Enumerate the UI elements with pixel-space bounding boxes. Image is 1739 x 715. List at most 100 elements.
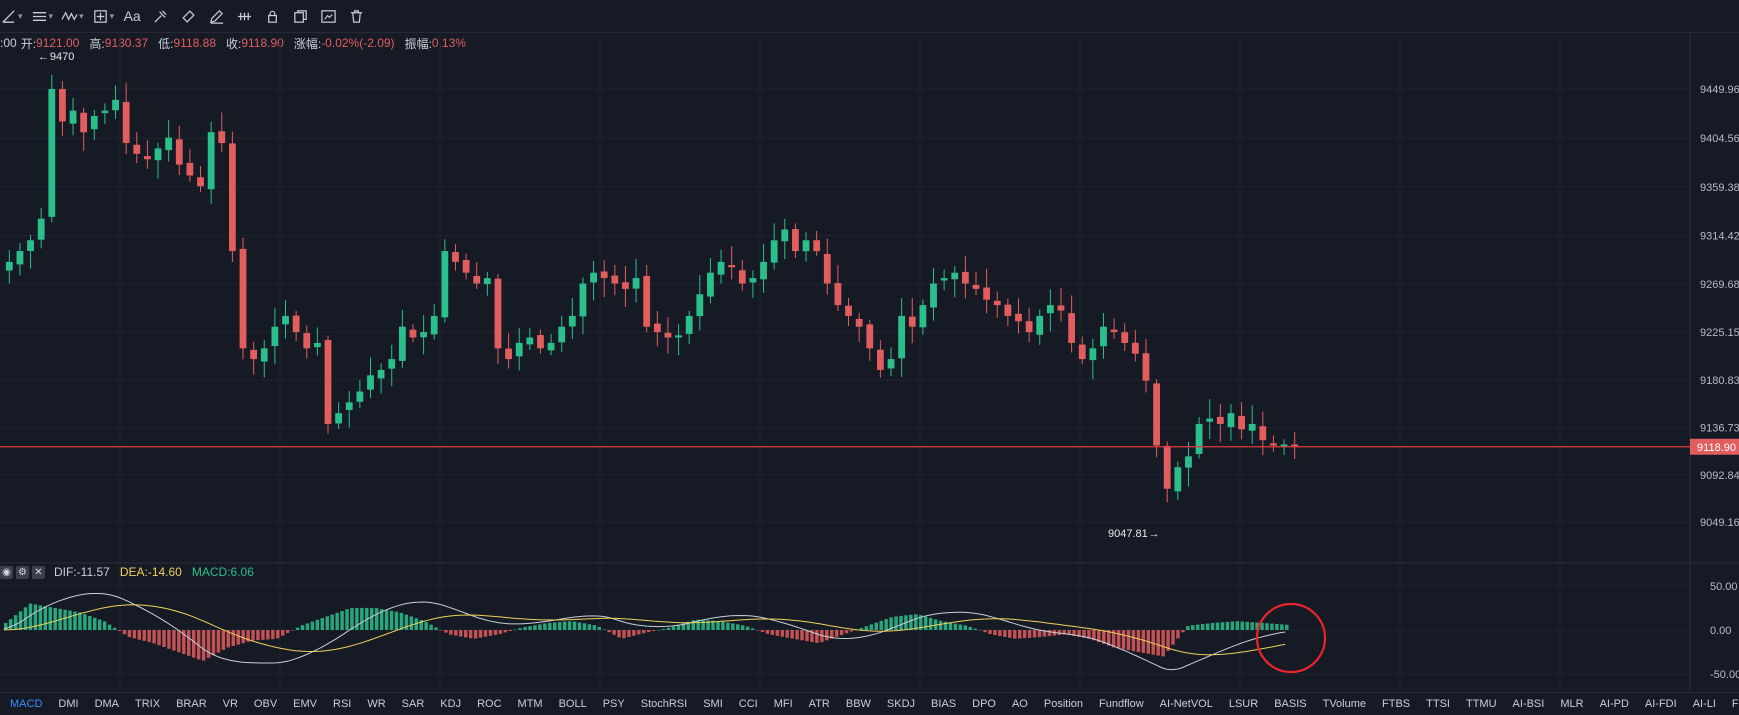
indicator-tab-fundflow[interactable]: Fundflow [1099, 698, 1144, 710]
indicator-tab-bbw[interactable]: BBW [845, 698, 871, 710]
indicator-tab-boll[interactable]: BOLL [558, 698, 587, 710]
candle-body [1100, 326, 1107, 347]
indicator-tab-ttmu[interactable]: TTMU [1465, 698, 1497, 710]
macd-bar [1077, 630, 1081, 637]
macd-bar [454, 630, 458, 636]
macd-bar [869, 624, 874, 630]
macd-bar [335, 612, 339, 630]
indicator-tab-rsi[interactable]: RSI [333, 698, 352, 710]
macd-bar [1240, 621, 1245, 630]
indicator-tab-ai-bsi[interactable]: AI-BSI [1512, 698, 1545, 710]
indicator-tab-atr[interactable]: ATR [808, 698, 830, 710]
indicator-tab-ai-netvol[interactable]: AI-NetVOL [1159, 698, 1213, 710]
horizontal-lines-tool[interactable]: ▾ [31, 2, 53, 30]
macd-legend: ◉ ⚙ ✕ DIF:-11.57 DEA:-14.60 MACD:6.06 [0, 563, 254, 581]
indicator-tab-smi[interactable]: SMI [703, 698, 723, 710]
measure-tool[interactable]: ▾ [92, 2, 114, 30]
indicator-tab-position[interactable]: Position [1043, 698, 1084, 710]
indicator-tab-vr[interactable]: VR [222, 698, 238, 710]
indicator-tabs: MACD DMI DMA TRIX BRAR VR OBV EMV RSI WR SAR KDJ ROC… [0, 692, 1739, 715]
close-icon[interactable]: ✕ [32, 565, 45, 579]
brush-tool[interactable] [150, 2, 170, 30]
indicator-tab-kdj[interactable]: KDJ [440, 698, 462, 710]
high-label: 高: [89, 36, 105, 51]
indicator-tab-dpo[interactable]: DPO [972, 698, 996, 710]
indicator-tab-mfi[interactable]: MFI [773, 698, 793, 710]
candle-body [1068, 313, 1076, 343]
macd-bar [800, 630, 804, 641]
indicator-tab-sar[interactable]: SAR [401, 698, 425, 710]
indicator-tab-dmi[interactable]: DMI [58, 698, 79, 710]
macd-bar [968, 626, 972, 630]
macd-bar [879, 620, 883, 630]
macd-bar [295, 627, 300, 630]
candle-body [792, 229, 799, 252]
indicator-tab-ai-fdi[interactable]: AI-FDI [1644, 698, 1677, 710]
eraser-tool[interactable] [178, 2, 198, 30]
macd-bar [271, 630, 275, 640]
indicator-tab-stochrsi[interactable]: StochRSI [640, 698, 688, 710]
macd-bar [1255, 622, 1259, 630]
macd-bar [760, 630, 765, 632]
indicator-tab-trix[interactable]: TRIX [135, 698, 161, 710]
indicator-tab-obv[interactable]: OBV [253, 698, 278, 710]
candle-body [1227, 413, 1235, 428]
delete-tool[interactable] [346, 2, 366, 30]
indicator-tab-emv[interactable]: EMV [293, 698, 317, 710]
macd-bar [528, 626, 532, 630]
indicator-tab-fr[interactable]: FR [1731, 698, 1739, 710]
visibility-toggle-icon[interactable]: ◉ [0, 565, 13, 579]
macd-bar [1186, 626, 1190, 630]
indicator-tab-mtm[interactable]: MTM [517, 698, 543, 710]
settings-icon[interactable]: ⚙ [16, 565, 29, 579]
trend-line-tool[interactable]: ▾ [0, 2, 23, 30]
copy-tool[interactable] [290, 2, 310, 30]
macd-bar [117, 630, 122, 631]
indicator-tab-ai-pd[interactable]: AI-PD [1599, 698, 1629, 710]
indicator-tab-macd[interactable]: MACD [10, 698, 43, 710]
candle-body [653, 323, 661, 333]
candle-body [898, 315, 906, 359]
open-value: 9121.00 [36, 36, 80, 50]
indicator-tab-ai-li[interactable]: AI-LI [1692, 698, 1716, 710]
indicator-tab-ftbs[interactable]: FTBS [1382, 698, 1411, 710]
macd-bar [948, 622, 953, 630]
indicator-tab-psy[interactable]: PSY [602, 698, 625, 710]
wave-pattern-tool[interactable]: ▾ [61, 2, 84, 30]
macd-bar [548, 622, 552, 630]
indicator-tab-mlr[interactable]: MLR [1560, 698, 1584, 710]
macd-bar [157, 630, 161, 646]
macd-bar [43, 606, 48, 630]
macd-bar [1141, 630, 1146, 653]
indicator-tab-lsur[interactable]: LSUR [1228, 698, 1259, 710]
price-chart[interactable]: 9449.96 9404.56 9359.38 9314.42 9269.68 9225.… [0, 32, 1739, 692]
indicator-tab-cci[interactable]: CCI [738, 698, 758, 710]
indicator-tab-ttsi[interactable]: TTSI [1426, 698, 1450, 710]
candle-body [441, 251, 449, 318]
indicator-tab-skdj[interactable]: SKDJ [886, 698, 916, 710]
indicator-tab-roc[interactable]: ROC [477, 698, 502, 710]
indicator-tab-wr[interactable]: WR [367, 698, 386, 710]
indicator-tab-dma[interactable]: DMA [94, 698, 120, 710]
macd-bar [691, 620, 695, 630]
lock-tool[interactable] [262, 2, 282, 30]
indicator-tab-bias[interactable]: BIAS [931, 698, 957, 710]
indicator-tab-brar[interactable]: BRAR [176, 698, 207, 710]
indicator-tab-ao[interactable]: AO [1011, 698, 1028, 710]
screenshot-tool[interactable] [318, 2, 338, 30]
indicator-tab-basis[interactable]: BASIS [1274, 698, 1307, 710]
text-tool[interactable]: Aa [122, 2, 142, 30]
candle-body [260, 348, 268, 362]
macd-bar [577, 622, 582, 630]
magnet-tool[interactable] [234, 2, 254, 30]
candle-body [494, 278, 502, 349]
macd-bar [142, 630, 146, 641]
wave-pattern-icon [61, 10, 78, 21]
macd-bar [1092, 630, 1096, 641]
candle-body [398, 326, 406, 361]
pencil-tool[interactable] [206, 2, 226, 30]
price-tick-label: 9136.73 [1700, 422, 1739, 434]
candle-body [292, 315, 300, 333]
indicator-tab-tvolume[interactable]: TVolume [1322, 698, 1367, 710]
macd-bar [201, 630, 206, 661]
